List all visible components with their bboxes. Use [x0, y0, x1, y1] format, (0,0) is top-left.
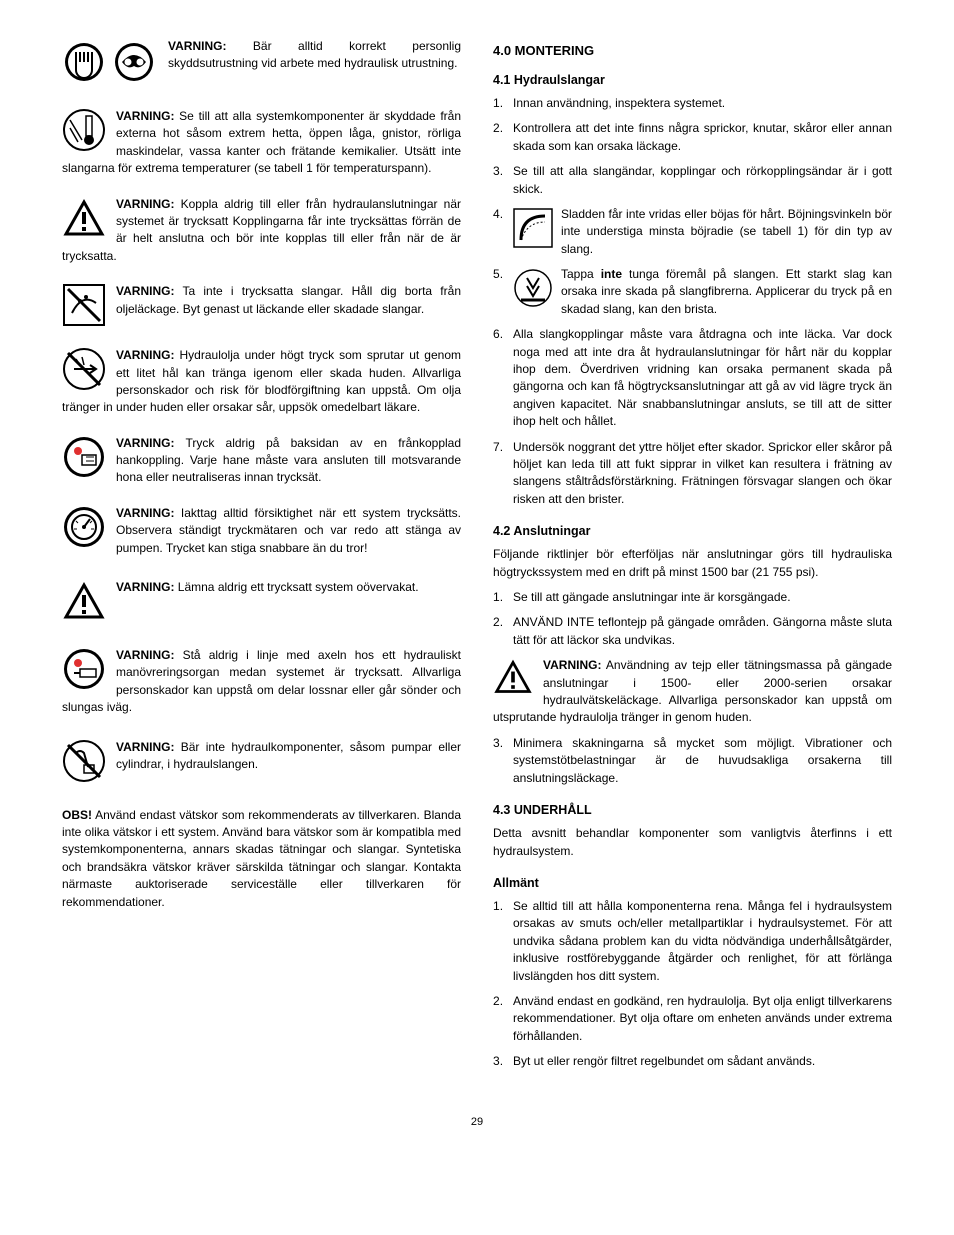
warning-block: VARNING: Hydraulolja under högt tryck so… [62, 347, 461, 417]
warning-block: VARNING: Tryck aldrig på baksidan av en … [62, 435, 461, 487]
axis-warning-icon [62, 647, 106, 691]
list-item: Använd endast en godkänd, ren hydraulolj… [493, 993, 892, 1045]
warning-label: VARNING: [116, 506, 174, 520]
paragraph-4-2: Följande riktlinjer bör efterföljas när … [493, 546, 892, 581]
warning-label: VARNING: [116, 284, 174, 298]
list-item-text-pre: Sladden får inte vridas eller böjas för … [561, 207, 871, 221]
list-item: Sladden får inte vridas eller böjas för … [493, 206, 892, 258]
left-column: VARNING: Bär alltid korrekt personlig sk… [62, 38, 461, 1079]
item5-bold: inte [601, 267, 622, 281]
list-item: Innan användning, inspektera systemet. [493, 95, 892, 112]
warning-label: VARNING: [543, 658, 601, 672]
warning-block: VARNING: Bär alltid korrekt personlig sk… [62, 38, 461, 90]
warning-block: VARNING: Bär inte hydraulkomponenter, så… [62, 739, 461, 785]
hose-leak-icon [62, 283, 106, 327]
paragraph-4-3: Detta avsnitt behandlar komponenter som … [493, 825, 892, 860]
list-item: Minimera skakningarna så mycket som möjl… [493, 735, 892, 787]
coupling-icon [62, 435, 106, 479]
warning-block: VARNING: Koppla aldrig till eller från h… [62, 196, 461, 266]
thermometer-icon [62, 108, 106, 152]
warning-triangle-icon [62, 579, 106, 623]
warning-label: VARNING: [116, 109, 174, 123]
ppe-icons [62, 38, 158, 90]
item5-prefix: Tappa [561, 267, 601, 281]
list-item: Se alltid till att hålla komponenterna r… [493, 898, 892, 985]
two-column-layout: VARNING: Bär alltid korrekt personlig sk… [62, 38, 892, 1079]
heading-4-3: 4.3 UNDERHÅLL [493, 801, 892, 819]
goggles-icon [112, 38, 156, 86]
list-item: Alla slangkopplingar måste vara åtdragna… [493, 326, 892, 430]
warning-label: VARNING: [116, 436, 174, 450]
list-item: Se till att alla slangändar, kopplingar … [493, 163, 892, 198]
item5-pretext: tunga föremål på slangen. Ett starkt sla… [622, 267, 892, 281]
oil-spray-icon [62, 347, 106, 391]
impact-icon [513, 268, 553, 308]
gloves-icon [62, 38, 106, 86]
warning-triangle-icon [62, 196, 106, 240]
warning-block: VARNING: Lämna aldrig ett trycksatt syst… [62, 579, 461, 625]
heading-allmant: Allmänt [493, 874, 892, 892]
warning-label: VARNING: [116, 648, 174, 662]
list-4-1: Innan användning, inspektera systemet. K… [493, 95, 892, 508]
heading-4-0: 4.0 MONTERING [493, 42, 892, 61]
obs-label: OBS! [62, 808, 92, 822]
warning-block: VARNING: Iakttag alltid försiktighet när… [62, 505, 461, 557]
warning-triangle-icon [493, 657, 533, 697]
right-column: 4.0 MONTERING 4.1 Hydraulslangar Innan a… [493, 38, 892, 1079]
list-item: ANVÄND INTE teflontejp på gängade område… [493, 614, 892, 649]
item5-text: orsaka inre skada på slangfibrerna. Appl… [561, 284, 892, 315]
warning-label: VARNING: [116, 197, 174, 211]
warning-block: VARNING: Användning av tejp eller tätnin… [493, 657, 892, 727]
warning-text: Lämna aldrig ett trycksatt system oöverv… [174, 580, 418, 594]
bend-radius-icon [513, 208, 553, 248]
warning-label: VARNING: [168, 39, 226, 53]
gauge-icon [62, 505, 106, 549]
warning-label: VARNING: [116, 348, 174, 362]
warning-block: VARNING: Stå aldrig i linje med axeln ho… [62, 647, 461, 717]
list-item: Undersök noggrant det yttre höljet efter… [493, 439, 892, 509]
warning-label: VARNING: [116, 740, 174, 754]
page-number: 29 [62, 1115, 892, 1131]
list-item: Tappa inte tunga föremål på slangen. Ett… [493, 266, 892, 318]
list-allmant: Se alltid till att hålla komponenterna r… [493, 898, 892, 1071]
list-4-2: Se till att gängade anslutningar inte är… [493, 589, 892, 649]
warning-block: VARNING: Se till att alla systemkomponen… [62, 108, 461, 178]
obs-text: Använd endast vätskor som rekommenderats… [62, 808, 461, 909]
warning-block: VARNING: Ta inte i trycksatta slangar. H… [62, 283, 461, 329]
warning-label: VARNING: [116, 580, 174, 594]
list-item: Byt ut eller rengör filtret regelbundet … [493, 1053, 892, 1070]
list-4-2b: Minimera skakningarna så mycket som möjl… [493, 735, 892, 787]
heading-4-2: 4.2 Anslutningar [493, 522, 892, 540]
obs-block: OBS! Använd endast vätskor som rekommend… [62, 807, 461, 911]
list-item: Kontrollera att det inte finns några spr… [493, 120, 892, 155]
heading-4-1: 4.1 Hydraulslangar [493, 71, 892, 89]
list-item: Se till att gängade anslutningar inte är… [493, 589, 892, 606]
carry-hose-icon [62, 739, 106, 783]
